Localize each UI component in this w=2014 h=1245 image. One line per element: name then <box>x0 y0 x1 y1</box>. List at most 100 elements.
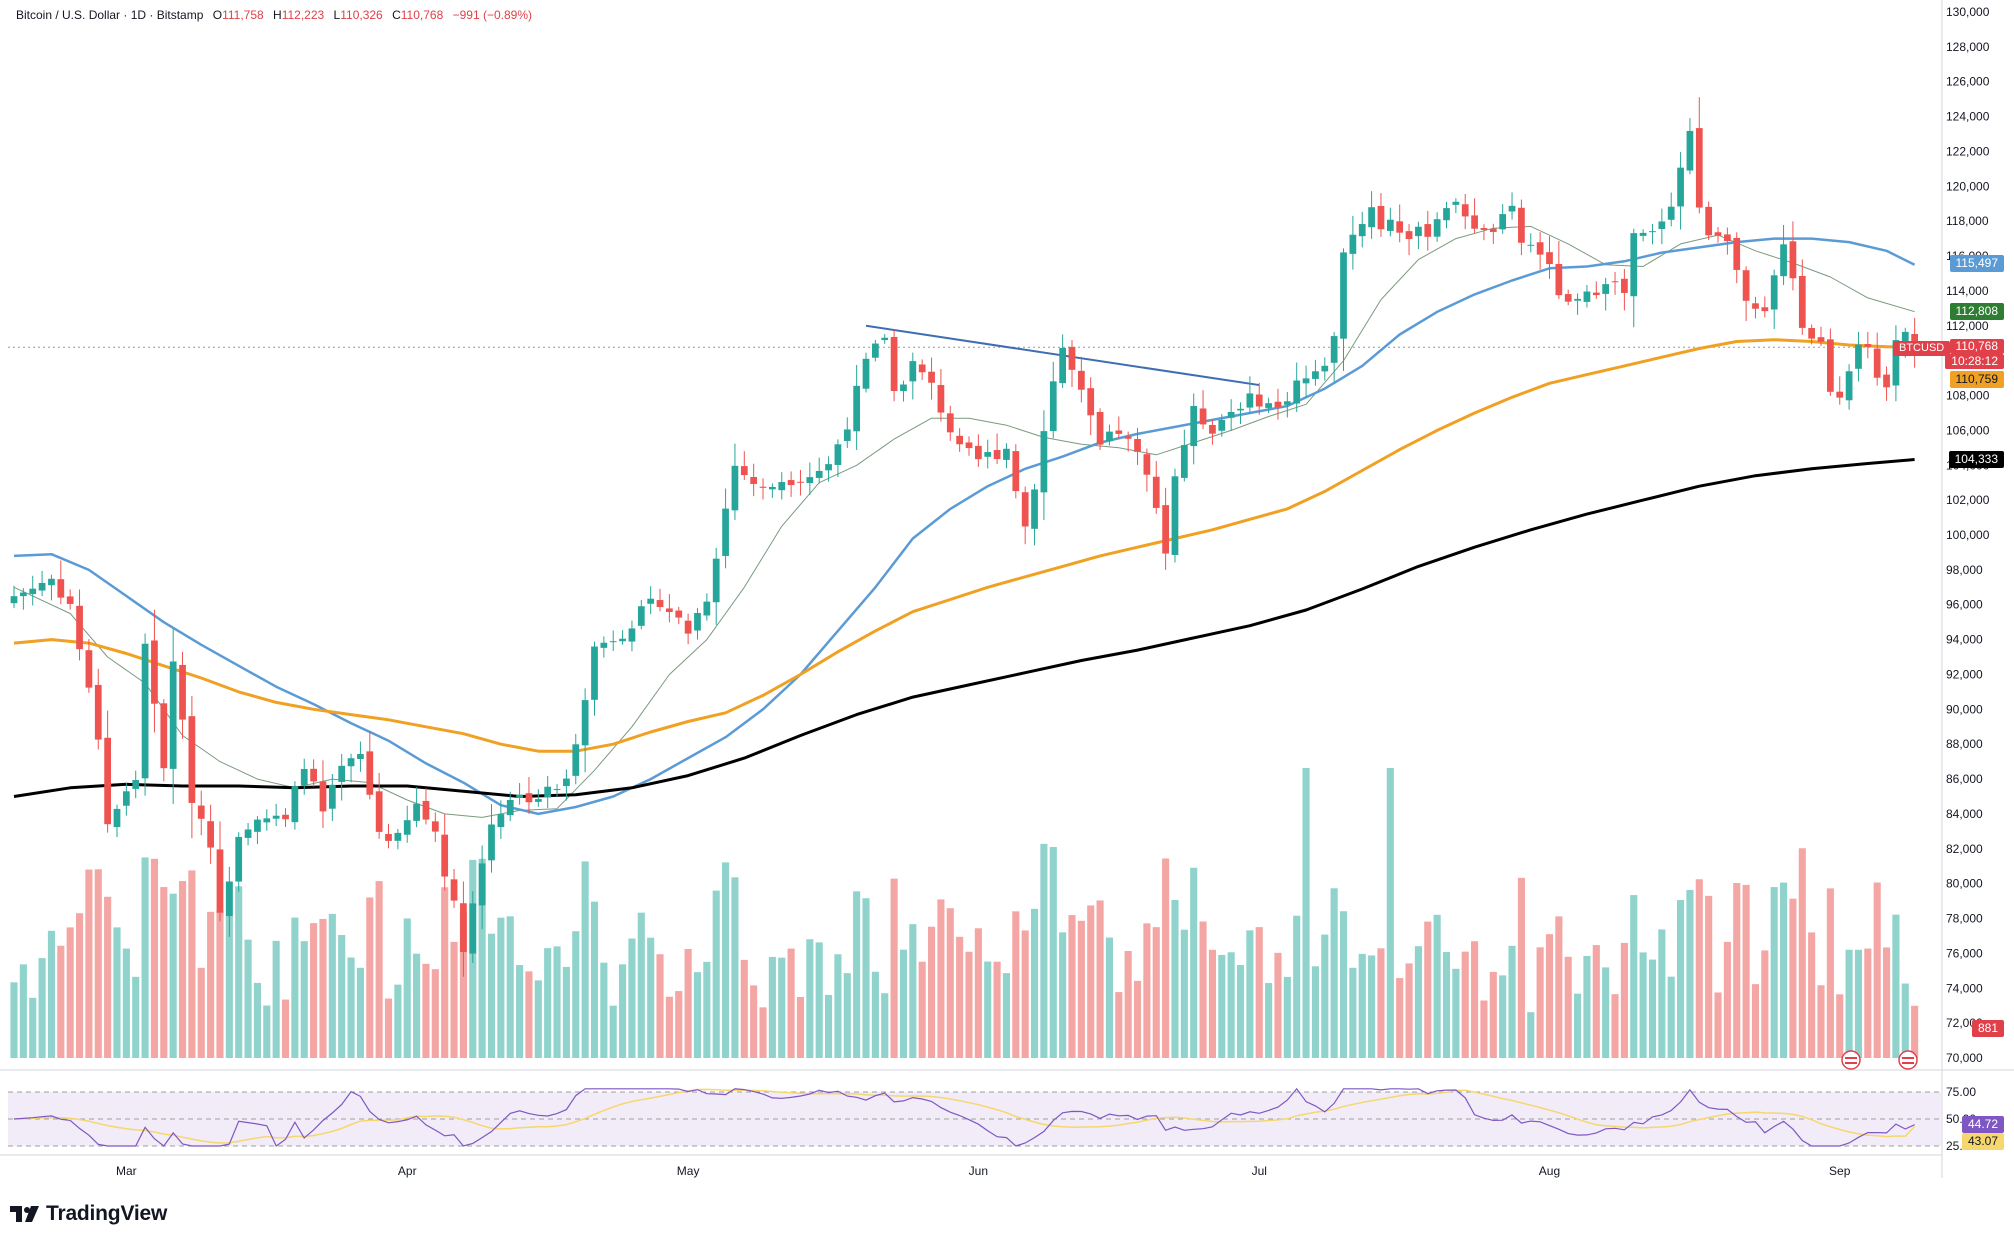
candle-body <box>1041 431 1048 492</box>
price-tick-label: 70,000 <box>1946 1051 1983 1065</box>
volume-bar <box>872 972 879 1058</box>
price-tick-label: 128,000 <box>1946 40 1990 54</box>
volume-bar <box>1555 916 1562 1058</box>
candle-body <box>385 834 392 841</box>
volume-bar <box>834 954 841 1058</box>
chart-background <box>0 0 2014 1245</box>
candle-body <box>366 751 373 794</box>
candle-body <box>610 641 617 642</box>
volume-bar <box>1602 967 1609 1058</box>
volume-bar <box>1705 896 1712 1058</box>
candle-body <box>572 744 579 776</box>
candle-body <box>760 487 767 488</box>
candle-body <box>844 429 851 440</box>
volume-bar <box>1761 950 1768 1058</box>
candle-body <box>1443 208 1450 220</box>
candle-body <box>1668 207 1675 220</box>
volume-bar <box>1677 900 1684 1058</box>
volume-bar <box>48 931 55 1058</box>
volume-bar <box>1424 922 1431 1058</box>
candle-body <box>1761 307 1768 311</box>
last-price-tag: 110,768 <box>1950 339 2005 354</box>
candle-body <box>1696 128 1703 207</box>
tradingview-logo[interactable]: TradingView <box>10 1202 167 1226</box>
volume-bar <box>1611 994 1618 1058</box>
chart-header: Bitcoin / U.S. Dollar · 1D · Bitstamp O1… <box>16 8 532 22</box>
time-tick-label: Aug <box>1539 1164 1560 1178</box>
candle-body <box>104 738 111 824</box>
volume-bar <box>151 859 158 1058</box>
candle-body <box>657 600 664 607</box>
candle-body <box>1658 221 1665 229</box>
volume-bar <box>76 913 83 1058</box>
close-value: 110,768 <box>401 8 444 22</box>
volume-bar <box>1340 911 1347 1058</box>
candle-body <box>1190 406 1197 446</box>
volume-bar <box>619 964 626 1058</box>
candle-body <box>1799 276 1806 328</box>
volume-bar <box>525 971 532 1058</box>
volume-bar <box>965 952 972 1058</box>
candle-body <box>722 509 729 556</box>
event-flag-circle <box>1842 1051 1860 1069</box>
candle-body <box>1293 381 1300 404</box>
volume-bar <box>919 962 926 1058</box>
candle-body <box>1265 403 1272 408</box>
candle-body <box>1134 439 1141 452</box>
candle-body <box>1087 388 1094 415</box>
volume-bar <box>1911 1006 1918 1058</box>
volume-bar <box>675 991 682 1058</box>
volume-bar <box>713 891 720 1058</box>
volume-bar <box>900 950 907 1058</box>
price-tick-label: 74,000 <box>1946 981 1983 995</box>
candle-body <box>235 837 242 882</box>
candle-body <box>1031 489 1038 528</box>
price-chart[interactable]: 130,000128,000126,000124,000122,000120,0… <box>0 0 2014 1245</box>
candle-body <box>685 621 692 634</box>
volume-bar <box>376 881 383 1058</box>
candle-body <box>1630 233 1637 296</box>
volume-bar <box>413 954 420 1058</box>
volume-bar <box>1658 929 1665 1058</box>
volume-bar <box>1228 952 1235 1058</box>
candle-body <box>535 799 542 802</box>
candle-body <box>357 754 364 759</box>
candle-body <box>1565 294 1572 302</box>
volume-bar <box>544 948 551 1058</box>
volume-bar <box>750 985 757 1058</box>
candle-body <box>1387 220 1394 231</box>
volume-bar <box>975 928 982 1058</box>
volume-bar <box>1649 960 1656 1058</box>
candle-body <box>1247 393 1254 407</box>
volume-bar <box>1040 844 1047 1058</box>
volume-bar <box>853 891 860 1058</box>
volume-bar <box>1115 992 1122 1058</box>
candle-body <box>526 793 533 802</box>
volume-bar <box>441 887 448 1058</box>
volume-bar <box>432 969 439 1058</box>
volume-bar <box>937 899 944 1058</box>
candle-body <box>619 639 626 642</box>
price-tick-label: 80,000 <box>1946 877 1983 891</box>
candle-body <box>479 863 486 905</box>
volume-bar <box>348 958 355 1058</box>
price-tick-label: 112,000 <box>1946 319 1989 333</box>
candle-body <box>1584 292 1591 302</box>
volume-bar <box>39 958 46 1058</box>
candle-body <box>1368 207 1375 227</box>
volume-bar <box>1265 983 1272 1058</box>
candle-body <box>1303 378 1310 383</box>
volume-bar <box>113 927 120 1058</box>
candle-body <box>423 801 430 820</box>
volume-bar <box>179 881 186 1058</box>
volume-bar <box>1452 969 1459 1058</box>
volume-bar <box>1789 899 1796 1058</box>
volume-bar <box>666 997 673 1058</box>
price-tick-label: 108,000 <box>1946 389 1990 403</box>
volume-bar <box>1780 883 1787 1058</box>
candle-body <box>1350 235 1357 254</box>
candle-body <box>1378 206 1385 229</box>
volume-bar <box>1387 768 1394 1058</box>
candle-body <box>984 452 991 457</box>
volume-bar <box>1724 942 1731 1058</box>
